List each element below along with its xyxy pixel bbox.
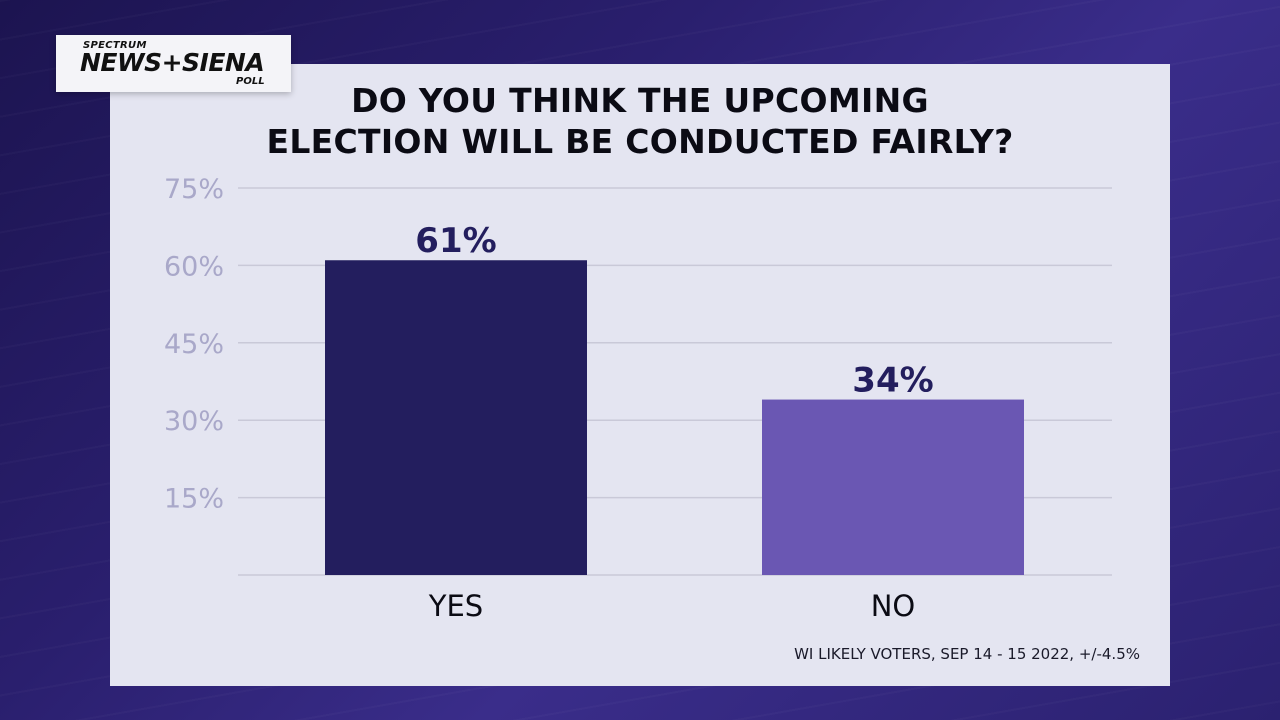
bar-yes [325,260,587,575]
poll-logo: SPECTRUM NEWS+SIENA POLL [56,35,291,92]
y-tick-label: 15% [164,484,224,515]
logo-brand-text: SPECTRUM [83,40,147,51]
poll-footnote: WI LIKELY VOTERS, SEP 14 - 15 2022, +/-4… [794,645,1140,663]
data-label: 61% [415,221,496,261]
logo-sub-text: POLL [236,76,265,87]
chart-title-line-1: DO YOU THINK THE UPCOMING [351,81,929,120]
y-tick-label: 30% [164,406,224,437]
x-tick-label: NO [871,589,916,623]
x-tick-label: YES [428,589,483,623]
logo-main-text: NEWS+SIENA [80,48,265,77]
y-tick-label: 45% [164,329,224,360]
y-tick-label: 75% [164,174,224,205]
chart-title: DO YOU THINK THE UPCOMING ELECTION WILL … [110,80,1170,162]
y-tick-label: 60% [164,251,224,282]
data-label: 34% [852,361,933,401]
bar-no [762,399,1024,575]
chart-title-line-2: ELECTION WILL BE CONDUCTED FAIRLY? [266,122,1014,161]
chart-panel [110,64,1170,686]
